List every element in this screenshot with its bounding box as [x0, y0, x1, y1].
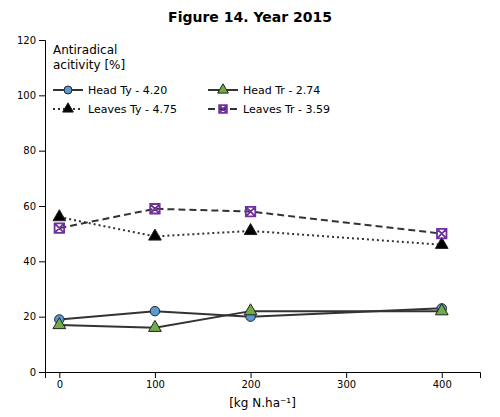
- y-tick-mark: [39, 40, 45, 41]
- y-axis-title: Antiradicalacitivity [%]: [53, 43, 125, 72]
- x-tick-label: 300: [337, 379, 356, 390]
- y-tick-mark: [39, 317, 45, 318]
- x-tick-mark: [251, 372, 252, 378]
- y-tick: 120: [17, 35, 45, 46]
- x-axis-line: [46, 373, 481, 379]
- x-axis-title: [kg N.ha⁻¹]: [229, 396, 296, 410]
- y-tick-mark: [39, 372, 45, 373]
- x-tick: 0: [57, 372, 63, 390]
- legend-label: Leaves Ty - 4.75: [88, 103, 177, 116]
- y-axis: 0 20 40 60 80 100 120: [17, 35, 46, 378]
- point-marker: [150, 204, 159, 213]
- x-tick-label: 100: [146, 379, 165, 390]
- y-tick-label: 100: [17, 90, 36, 101]
- y-tick: 80: [23, 145, 45, 156]
- y-tick-mark: [39, 261, 45, 262]
- x-tick: 300: [337, 372, 356, 390]
- x-tick-label: 200: [242, 379, 261, 390]
- x-tick-label: 400: [433, 379, 452, 390]
- y-tick-label: 80: [23, 145, 36, 156]
- point-marker: [244, 304, 257, 315]
- legend-marker: [64, 86, 72, 94]
- x-tick-mark: [59, 372, 60, 378]
- legend-item: Leaves Ty - 4.75: [53, 103, 177, 116]
- legend-marker: [219, 105, 227, 113]
- legend-item: Head Tr - 2.74: [208, 84, 320, 97]
- y-tick: 60: [23, 201, 45, 212]
- y-tick-mark: [39, 206, 45, 207]
- point-marker: [150, 306, 159, 315]
- series-line: [59, 217, 441, 245]
- point-marker: [55, 223, 64, 232]
- legend-item: Head Ty - 4.20: [53, 84, 167, 97]
- point-marker: [53, 318, 66, 329]
- point-marker: [53, 210, 66, 221]
- point-marker: [435, 304, 448, 315]
- x-tick-mark: [346, 372, 347, 378]
- plot-area: [53, 204, 448, 331]
- x-axis: 0 100 200 300 400: [46, 372, 481, 390]
- y-tick-label: 20: [23, 311, 36, 322]
- y-tick: 100: [17, 90, 45, 101]
- point-marker: [244, 224, 257, 235]
- y-tick-mark: [39, 151, 45, 152]
- legend-marker: [218, 84, 229, 93]
- legend-label: Head Tr - 2.74: [243, 84, 320, 97]
- point-marker: [149, 320, 162, 331]
- legend-item: Leaves Tr - 3.59: [208, 103, 330, 116]
- y-tick: 20: [23, 311, 45, 322]
- chart-title: Figure 14. Year 2015: [168, 9, 332, 25]
- x-tick-label: 0: [57, 379, 63, 390]
- point-marker: [437, 229, 446, 238]
- y-tick: 0: [30, 367, 45, 378]
- y-tick-label: 0: [30, 367, 36, 378]
- legend-label: Leaves Tr - 3.59: [243, 103, 330, 116]
- legend-label: Head Ty - 4.20: [88, 84, 167, 97]
- x-tick-mark: [442, 372, 443, 378]
- x-tick: 200: [242, 372, 261, 390]
- y-axis-line: [39, 41, 46, 373]
- x-tick: 100: [146, 372, 165, 390]
- point-marker: [246, 207, 255, 216]
- y-tick-label: 120: [17, 35, 36, 46]
- y-tick-mark: [39, 95, 45, 96]
- chart: 0 100 200 300 400 0 20 40 60 80 100 120 Figure 14. Y…: [0, 0, 500, 417]
- x-tick-mark: [155, 372, 156, 378]
- legend: Head Ty - 4.20 Head Tr - 2.74 Leaves Ty - …: [53, 84, 330, 116]
- legend-marker: [63, 103, 74, 112]
- y-tick-label: 40: [23, 256, 36, 267]
- y-tick-label: 60: [23, 201, 36, 212]
- point-marker: [149, 229, 162, 240]
- y-tick: 40: [23, 256, 45, 267]
- x-tick: 400: [433, 372, 452, 390]
